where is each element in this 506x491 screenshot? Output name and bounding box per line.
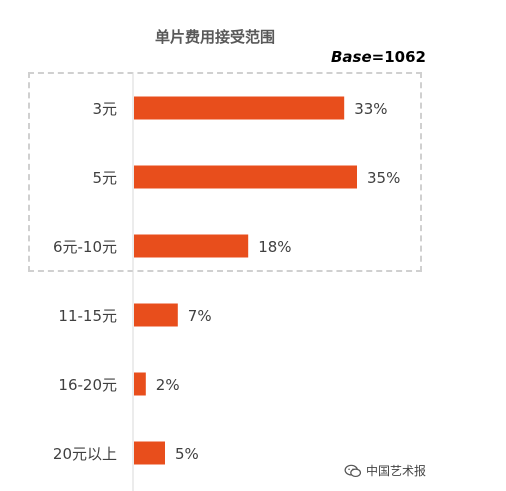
highlight-box (28, 72, 422, 272)
category-label: 20元以上 (53, 445, 117, 463)
watermark: 中国艺术报 (344, 462, 426, 479)
value-label: 2% (156, 376, 180, 394)
bar (134, 165, 357, 189)
category-label: 3元 (92, 100, 117, 118)
category-label: 16-20元 (58, 376, 117, 394)
bar (134, 303, 178, 327)
category-label: 11-15元 (58, 307, 117, 325)
value-label: 5% (175, 445, 199, 463)
value-label: 33% (354, 100, 387, 118)
category-label: 6元-10元 (53, 238, 117, 256)
sample-size-label: Base=1062 (331, 48, 426, 66)
bar (134, 372, 146, 396)
category-label: 5元 (92, 169, 117, 187)
chart-title: 单片费用接受范围 (154, 28, 275, 46)
value-label: 18% (258, 238, 291, 256)
bar (134, 234, 249, 258)
watermark-text: 中国艺术报 (366, 464, 427, 478)
wechat-icon (344, 464, 362, 477)
value-label: 35% (367, 169, 400, 187)
bar (134, 441, 165, 465)
bar (134, 96, 345, 120)
base-label: Base (331, 48, 372, 66)
value-label: 7% (188, 307, 212, 325)
base-value: =1062 (371, 48, 426, 66)
